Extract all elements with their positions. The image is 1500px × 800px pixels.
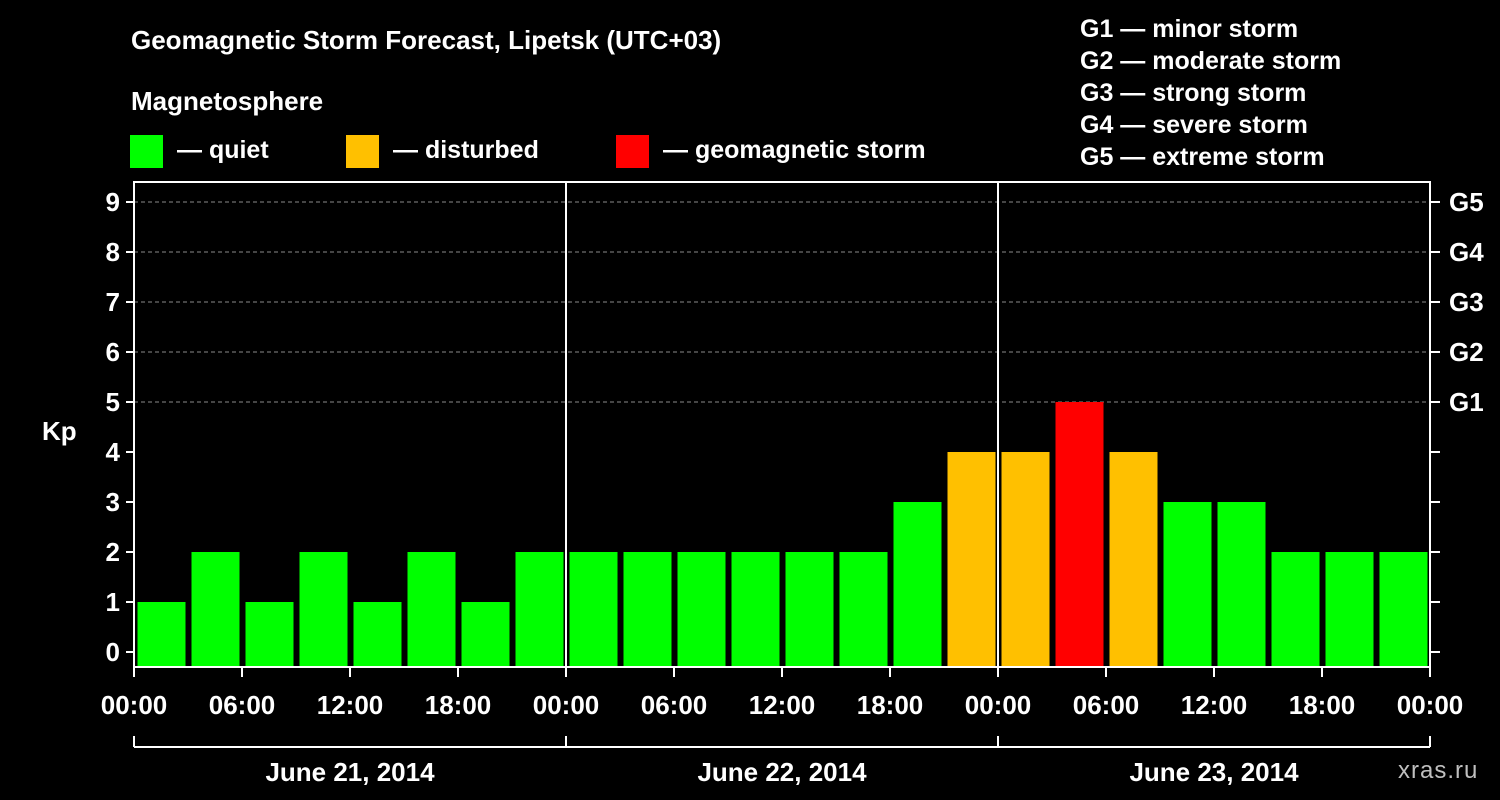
x-tick-label: 18:00	[857, 690, 924, 720]
g-tick-label: G2	[1449, 337, 1484, 367]
g-scale-item: G3 — strong storm	[1080, 79, 1306, 107]
x-tick-label: 00:00	[101, 690, 168, 720]
kp-bar	[1109, 452, 1158, 667]
kp-bar	[1271, 552, 1320, 667]
g-scale-item: G2 — moderate storm	[1080, 47, 1341, 75]
x-tick-label: 12:00	[749, 690, 816, 720]
g-scale-item: G5 — extreme storm	[1080, 143, 1325, 171]
axes: 0 1 2 3 4 5 6 7 8 9 G1 G2 G3 G4 G5 00:00 06:00 12:00 18:00…	[101, 181, 1484, 787]
kp-bar	[353, 602, 402, 667]
date-label: June 22, 2014	[697, 757, 867, 787]
x-tick-label: 06:00	[1073, 690, 1140, 720]
g-scale-item: G1 — minor storm	[1080, 15, 1298, 43]
x-tick-label: 18:00	[1289, 690, 1356, 720]
kp-bar	[299, 552, 348, 667]
legend-label-quiet: — quiet	[177, 136, 269, 164]
kp-bar	[839, 552, 888, 667]
y-tick-label: 4	[106, 437, 121, 467]
kp-bar	[1055, 402, 1104, 667]
g-scale-legend: G1 — minor storm G2 — moderate storm G3 …	[1080, 15, 1341, 171]
kp-bar	[245, 602, 294, 667]
y-tick-label: 8	[106, 237, 120, 267]
bars	[137, 402, 1428, 667]
kp-bar	[407, 552, 456, 667]
x-tick-label: 00:00	[965, 690, 1032, 720]
kp-bar	[731, 552, 780, 667]
kp-bar	[893, 502, 942, 667]
kp-bar	[623, 552, 672, 667]
kp-bar	[191, 552, 240, 667]
kp-bar	[947, 452, 996, 667]
x-tick-label: 12:00	[317, 690, 384, 720]
gridlines	[134, 201, 1430, 403]
date-label: June 23, 2014	[1129, 757, 1299, 787]
x-tick-label: 18:00	[425, 690, 492, 720]
y-tick-label: 3	[106, 487, 120, 517]
kp-bar	[677, 552, 726, 667]
kp-bar	[137, 602, 186, 667]
kp-bar	[1163, 502, 1212, 667]
legend-swatch-storm	[616, 135, 649, 168]
y-tick-label: 2	[106, 537, 120, 567]
legend-label-storm: — geomagnetic storm	[663, 136, 926, 164]
y-axis-label: Kp	[42, 416, 77, 446]
y-tick-label: 0	[106, 637, 120, 667]
y-tick-label: 9	[106, 187, 120, 217]
y-tick-label: 1	[106, 587, 120, 617]
kp-bar	[1217, 502, 1266, 667]
chart-title: Geomagnetic Storm Forecast, Lipetsk (UTC…	[131, 25, 721, 55]
g-tick-label: G1	[1449, 387, 1484, 417]
g-tick-label: G5	[1449, 187, 1484, 217]
x-tick-label: 00:00	[533, 690, 600, 720]
legend-label-disturbed: — disturbed	[393, 136, 539, 164]
chart-subtitle: Magnetosphere	[131, 86, 323, 116]
g-scale-item: G4 — severe storm	[1080, 111, 1308, 139]
kp-bar	[1001, 452, 1050, 667]
watermark: xras.ru	[1398, 757, 1478, 784]
g-tick-label: G3	[1449, 287, 1484, 317]
legend-swatch-disturbed	[346, 135, 379, 168]
x-tick-label: 06:00	[641, 690, 708, 720]
g-tick-label: G4	[1449, 237, 1484, 267]
y-tick-label: 6	[106, 337, 120, 367]
date-label: June 21, 2014	[265, 757, 435, 787]
kp-bar	[1325, 552, 1374, 667]
y-tick-label: 5	[106, 387, 120, 417]
kp-bar	[461, 602, 510, 667]
y-tick-label: 7	[106, 287, 120, 317]
legend: — quiet — disturbed — geomagnetic storm	[130, 135, 926, 168]
x-tick-label: 00:00	[1397, 690, 1464, 720]
x-tick-label: 12:00	[1181, 690, 1248, 720]
x-tick-label: 06:00	[209, 690, 276, 720]
kp-bar	[515, 552, 564, 667]
kp-bar	[785, 552, 834, 667]
kp-bar	[569, 552, 618, 667]
kp-bar	[1379, 552, 1428, 667]
legend-swatch-quiet	[130, 135, 163, 168]
